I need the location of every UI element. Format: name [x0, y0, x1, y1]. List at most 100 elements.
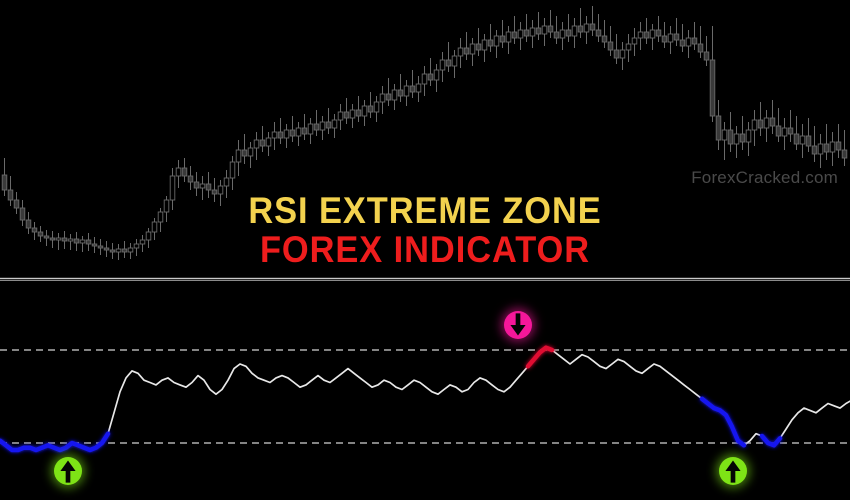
candlestick [403, 80, 410, 106]
candlestick [13, 192, 20, 214]
candlestick [193, 172, 200, 196]
candlestick [631, 28, 638, 56]
candlestick [733, 126, 740, 158]
candlestick [793, 116, 800, 150]
candlestick [553, 16, 560, 44]
candlestick [613, 34, 620, 64]
candlestick-chart [1, 6, 848, 260]
candlestick [385, 78, 392, 106]
candlestick [103, 241, 110, 257]
candlestick [763, 110, 770, 142]
candlestick [37, 226, 44, 242]
candlestick [163, 196, 170, 222]
candlestick [79, 236, 86, 252]
candlestick [817, 134, 824, 168]
candlestick [775, 108, 782, 142]
page-title-secondary: Forex Indicator [259, 229, 591, 270]
candlestick [25, 212, 32, 234]
arrow-glyph [510, 313, 526, 336]
buy-arrow-icon[interactable] [54, 457, 82, 485]
candlestick [301, 114, 308, 140]
candlestick [475, 28, 482, 56]
candlestick [223, 170, 230, 198]
candlestick [835, 124, 842, 158]
candlestick [661, 22, 668, 48]
candlestick [19, 200, 26, 226]
candlestick [601, 20, 608, 48]
candlestick [637, 22, 644, 50]
candlestick [433, 64, 440, 92]
candlestick [397, 74, 404, 102]
candlestick [307, 118, 314, 144]
candlestick [229, 156, 236, 190]
candlestick [619, 42, 626, 70]
candlestick [115, 244, 122, 260]
candlestick [7, 176, 14, 206]
candlestick [493, 30, 500, 58]
candlestick [745, 122, 752, 156]
candlestick [511, 16, 518, 44]
candlestick [487, 24, 494, 52]
candlestick [157, 208, 164, 232]
candlestick [91, 237, 98, 253]
candlestick [547, 10, 554, 38]
candlestick [469, 38, 476, 66]
candlestick [427, 58, 434, 86]
candlestick [715, 100, 722, 150]
candlestick [181, 158, 188, 182]
candlestick [625, 34, 632, 62]
candlestick [577, 8, 584, 38]
indicator-chart-panel[interactable] [0, 281, 850, 500]
rsi-line-segment [525, 345, 555, 369]
rsi-line-segment [0, 346, 850, 451]
candlestick [643, 18, 650, 44]
candlestick [781, 118, 788, 150]
candlestick [49, 231, 56, 248]
candlestick [445, 42, 452, 72]
candlestick [529, 20, 536, 48]
page-title-primary: RSI Extreme Zone [248, 190, 602, 231]
panel-divider [0, 277, 850, 281]
candlestick [97, 239, 104, 255]
candlestick [289, 116, 296, 142]
candlestick [697, 26, 704, 58]
candlestick [337, 104, 344, 130]
candlestick [769, 100, 776, 134]
candlestick [583, 16, 590, 44]
candlestick [241, 134, 248, 164]
watermark-text: ForexCracked.com [691, 168, 838, 187]
candlestick [211, 178, 218, 202]
candlestick [361, 100, 368, 126]
candlestick [127, 243, 134, 259]
candlestick [151, 218, 158, 240]
candlestick [271, 122, 278, 150]
candlestick [607, 26, 614, 56]
candlestick [295, 122, 302, 146]
candlestick [235, 140, 242, 176]
candlestick [703, 36, 710, 66]
candlestick [325, 108, 332, 134]
arrow-glyph [725, 460, 741, 483]
candlestick [805, 118, 812, 152]
candlestick [175, 160, 182, 188]
candlestick [355, 96, 362, 122]
candlestick [139, 235, 146, 252]
candlestick [409, 70, 416, 98]
candlestick [1, 158, 8, 196]
title-block: RSI Extreme Zone Forex Indicator [0, 192, 850, 268]
candlestick [331, 114, 338, 138]
candlestick [421, 66, 428, 96]
rsi-line-segment [699, 396, 747, 448]
price-chart-panel[interactable] [0, 0, 850, 277]
candlestick [169, 168, 176, 210]
buy-arrow-icon[interactable] [719, 457, 747, 485]
candlestick [739, 116, 746, 150]
candlestick [691, 22, 698, 50]
candlestick [205, 172, 212, 198]
rsi-line-chart [0, 345, 850, 453]
candlestick [283, 124, 290, 148]
candlestick [73, 232, 80, 251]
sell-arrow-icon[interactable] [504, 311, 532, 339]
candlestick [667, 26, 674, 54]
